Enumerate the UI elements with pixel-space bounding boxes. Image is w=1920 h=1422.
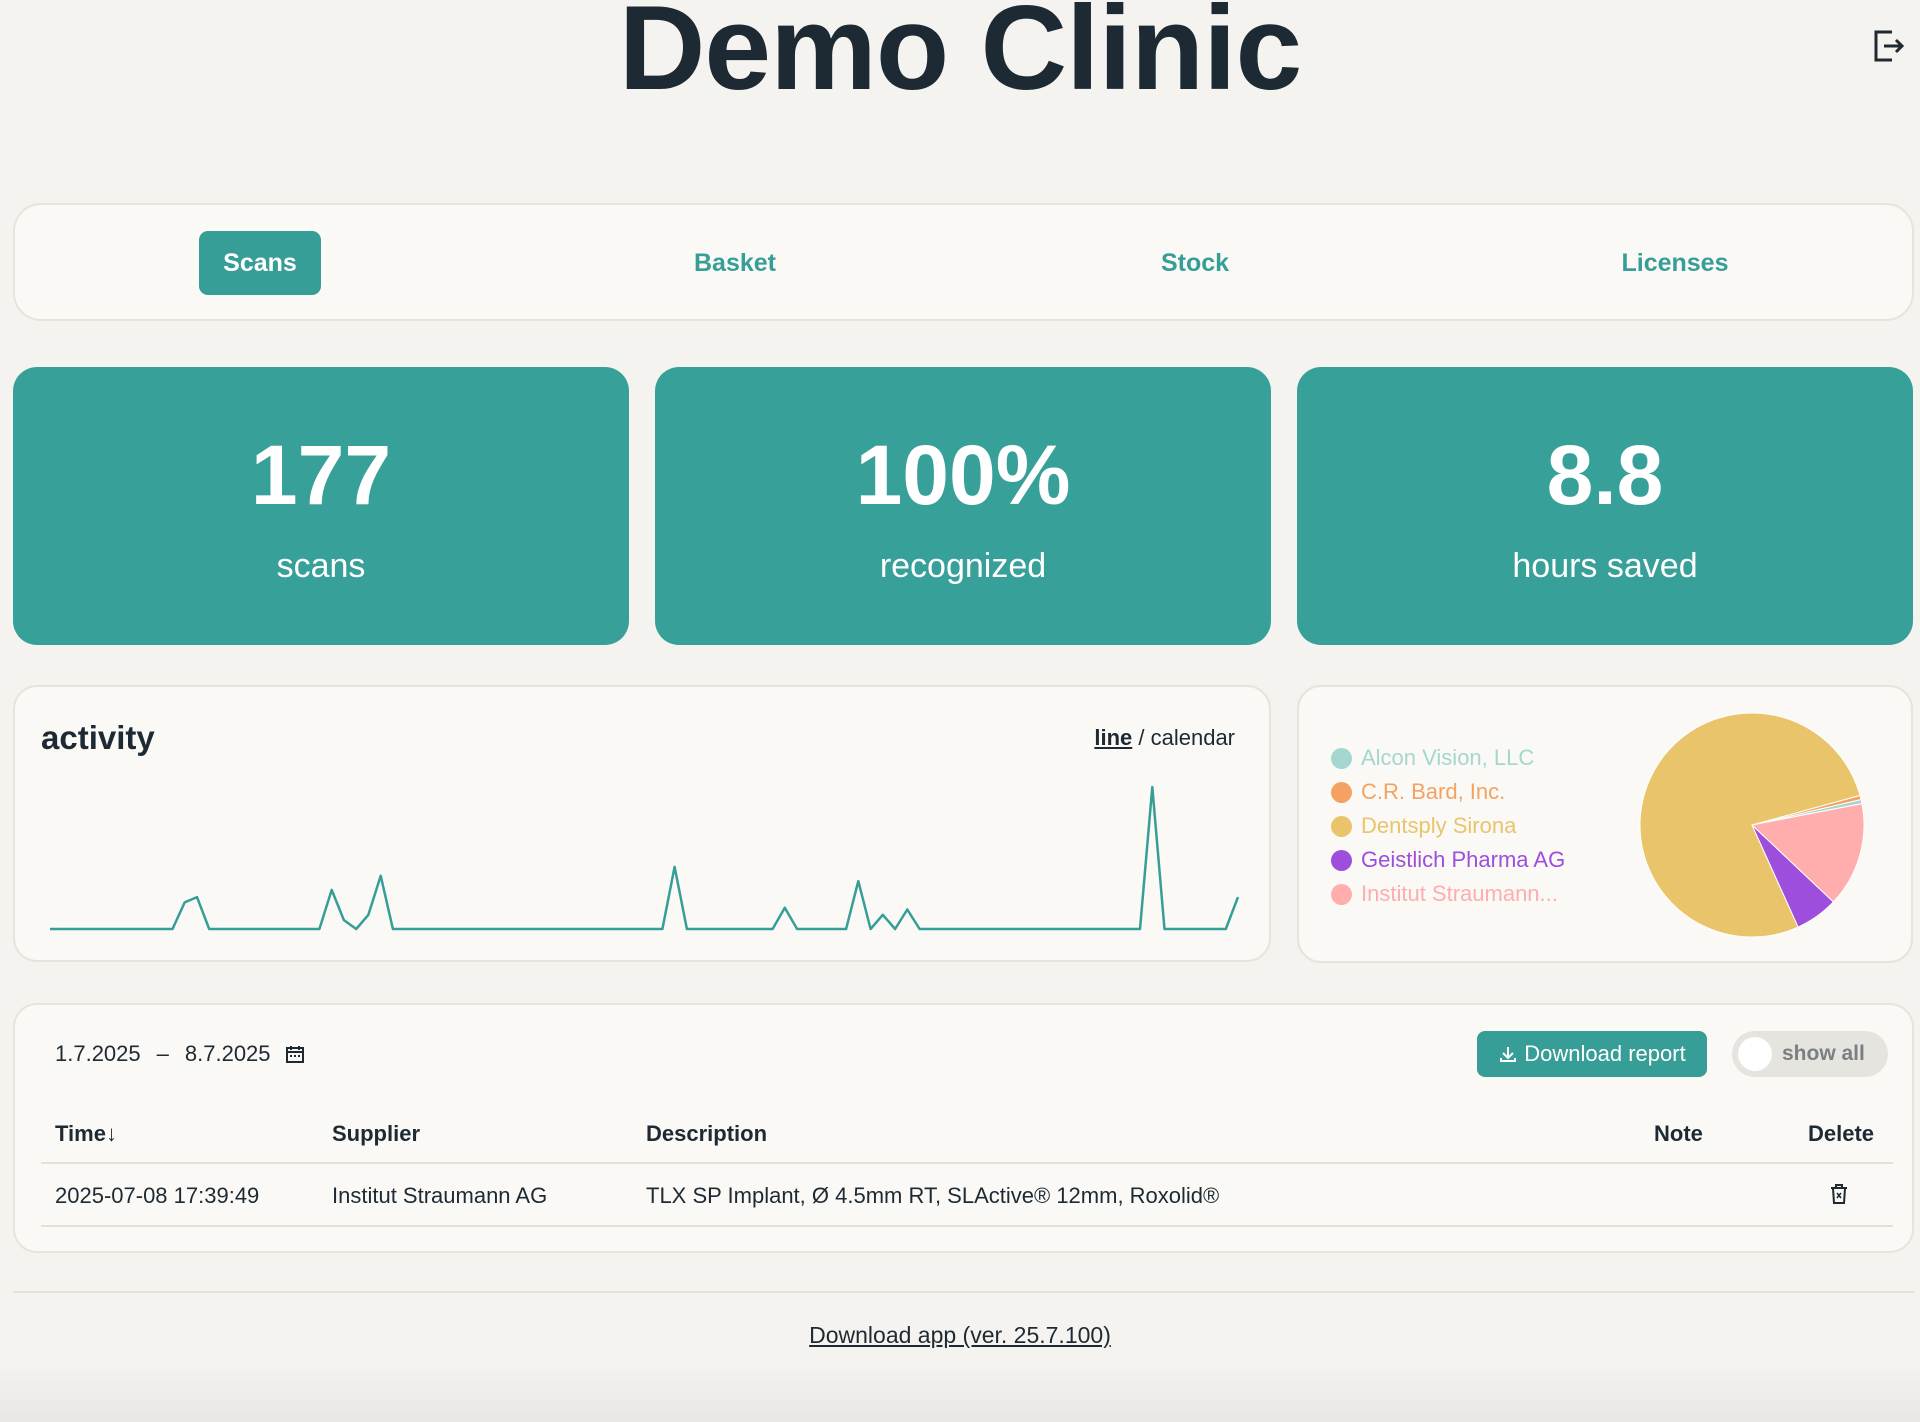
legend-item[interactable]: Alcon Vision, LLC xyxy=(1331,741,1565,775)
stat-card-scans: 177 scans xyxy=(13,367,629,645)
stat-value: 8.8 xyxy=(1546,428,1664,522)
view-line-link[interactable]: line xyxy=(1094,725,1133,750)
cell-description: TLX SP Implant, Ø 4.5mm RT, SLActive® 12… xyxy=(646,1183,1220,1208)
bottom-shade xyxy=(0,1362,1920,1422)
legend-label: Geistlich Pharma AG xyxy=(1361,847,1566,872)
tab-licenses[interactable]: Licenses xyxy=(1621,249,1729,277)
view-calendar-link[interactable]: calendar xyxy=(1150,725,1235,750)
legend-dot xyxy=(1331,747,1352,769)
pie-slice[interactable] xyxy=(1639,712,1861,938)
tab-basket[interactable]: Basket xyxy=(694,249,776,277)
logout-icon[interactable] xyxy=(1872,28,1906,64)
footer-divider xyxy=(13,1291,1914,1293)
legend-dot xyxy=(1331,883,1352,905)
activity-title: activity xyxy=(41,719,155,756)
toggle-knob xyxy=(1738,1037,1772,1071)
activity-card: activity line / calendar xyxy=(13,685,1271,962)
legend-dot xyxy=(1331,849,1352,871)
legend-label: Institut Straumann... xyxy=(1361,881,1558,906)
trash-icon[interactable] xyxy=(1829,1183,1849,1205)
calendar-icon xyxy=(285,1046,304,1063)
tab-bar: Scans Basket Stock Licenses xyxy=(13,203,1914,321)
show-all-label: show all xyxy=(1782,1042,1865,1065)
col-description[interactable]: Description xyxy=(646,1121,768,1146)
activity-line-chart xyxy=(50,785,1240,931)
legend-label: Alcon Vision, LLC xyxy=(1361,745,1535,770)
row-divider xyxy=(41,1225,1893,1227)
col-supplier[interactable]: Supplier xyxy=(332,1121,421,1146)
stat-card-hours-saved: 8.8 hours saved xyxy=(1297,367,1913,645)
stat-label: scans xyxy=(276,547,366,585)
legend-label: C.R. Bard, Inc. xyxy=(1361,779,1506,804)
date-from: 1.7.2025 xyxy=(55,1041,141,1066)
legend-dot xyxy=(1331,781,1352,803)
legend-item[interactable]: Institut Straumann... xyxy=(1331,877,1565,911)
stat-value: 100% xyxy=(855,428,1071,522)
download-icon xyxy=(1500,1047,1517,1062)
activity-series-line xyxy=(50,785,1240,931)
supplier-legend: Alcon Vision, LLC C.R. Bard, Inc. Dentsply… xyxy=(1331,741,1565,911)
col-delete: Delete xyxy=(1808,1121,1875,1146)
date-to: 8.7.2025 xyxy=(184,1041,271,1066)
legend-dot xyxy=(1331,815,1352,837)
stat-card-recognized: 100% recognized xyxy=(655,367,1271,645)
legend-item[interactable]: C.R. Bard, Inc. xyxy=(1331,775,1565,809)
date-separator: – xyxy=(156,1041,169,1066)
view-separator: / xyxy=(1132,725,1151,750)
supplier-card: Alcon Vision, LLC C.R. Bard, Inc. Dentsply… xyxy=(1297,685,1913,963)
legend-label: Dentsply Sirona xyxy=(1361,813,1517,838)
date-range-picker[interactable]: 1.7.2025 – 8.7.2025 xyxy=(55,1041,305,1067)
stat-label: hours saved xyxy=(1512,547,1698,585)
download-report-label: Download report xyxy=(1524,1041,1686,1066)
download-report-button[interactable]: Download report xyxy=(1477,1031,1707,1077)
stat-label: recognized xyxy=(879,547,1047,585)
col-time[interactable]: Time↓ xyxy=(55,1121,117,1146)
header-divider xyxy=(41,1162,1893,1164)
view-toggle: line / calendar xyxy=(1094,725,1235,751)
show-all-toggle[interactable]: show all xyxy=(1732,1031,1888,1077)
stat-value: 177 xyxy=(250,428,392,522)
page-title: Demo Clinic xyxy=(618,0,1302,115)
download-app-link[interactable]: Download app (ver. 25.7.100) xyxy=(809,1322,1111,1348)
cell-supplier: Institut Straumann AG xyxy=(332,1183,548,1208)
supplier-pie-chart xyxy=(1639,712,1865,938)
tab-scans[interactable]: Scans xyxy=(199,231,321,295)
legend-item[interactable]: Dentsply Sirona xyxy=(1331,809,1565,843)
legend-item[interactable]: Geistlich Pharma AG xyxy=(1331,843,1565,877)
tab-stock[interactable]: Stock xyxy=(1160,249,1230,277)
col-note: Note xyxy=(1654,1121,1703,1146)
cell-time: 2025-07-08 17:39:49 xyxy=(55,1183,260,1208)
pie-slice[interactable] xyxy=(1750,803,1865,903)
scans-table-card: 1.7.2025 – 8.7.2025 Download report show… xyxy=(13,1003,1914,1253)
